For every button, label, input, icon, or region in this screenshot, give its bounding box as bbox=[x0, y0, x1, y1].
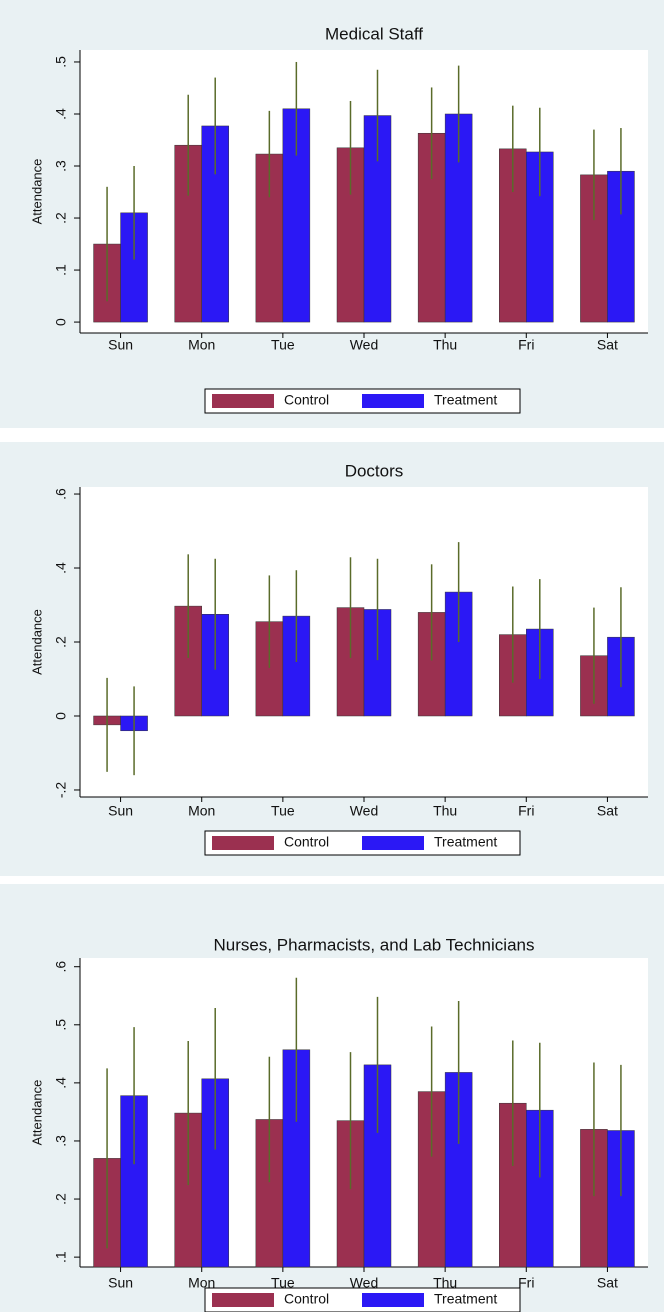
x-tick-label: Fri bbox=[518, 803, 534, 819]
legend-swatch bbox=[212, 394, 274, 408]
y-tick-label: .5 bbox=[53, 56, 69, 68]
y-tick-label: .4 bbox=[53, 1077, 69, 1089]
x-tick-label: Sun bbox=[108, 803, 133, 819]
legend-label: Treatment bbox=[434, 834, 497, 850]
chart-title: Doctors bbox=[345, 461, 404, 480]
x-tick-label: Mon bbox=[188, 337, 215, 353]
y-tick-label: .6 bbox=[53, 961, 69, 973]
x-tick-label: Sat bbox=[597, 1275, 618, 1291]
legend-swatch bbox=[212, 1293, 274, 1307]
x-tick-label: Fri bbox=[518, 337, 534, 353]
y-tick-label: .2 bbox=[53, 636, 69, 648]
legend-label: Treatment bbox=[434, 392, 497, 408]
y-tick-label: .2 bbox=[53, 1193, 69, 1205]
y-tick-label: 0 bbox=[53, 712, 69, 720]
y-tick-label: .1 bbox=[53, 1251, 69, 1263]
x-tick-label: Fri bbox=[518, 1275, 534, 1291]
x-tick-label: Sat bbox=[597, 803, 618, 819]
y-tick-label: .4 bbox=[53, 562, 69, 574]
x-tick-label: Sun bbox=[108, 337, 133, 353]
y-tick-label: .6 bbox=[53, 488, 69, 500]
x-tick-label: Wed bbox=[350, 337, 379, 353]
y-axis-title: Attendance bbox=[29, 1080, 44, 1146]
legend-swatch bbox=[212, 836, 274, 850]
x-tick-label: Sat bbox=[597, 337, 618, 353]
legend-swatch bbox=[362, 394, 424, 408]
legend-label: Control bbox=[284, 834, 329, 850]
y-tick-label: .5 bbox=[53, 1019, 69, 1031]
y-tick-label: -.2 bbox=[53, 782, 69, 799]
legend-swatch bbox=[362, 836, 424, 850]
x-tick-label: Tue bbox=[271, 337, 295, 353]
x-tick-label: Thu bbox=[433, 337, 457, 353]
x-tick-label: Wed bbox=[350, 803, 379, 819]
chart-title: Nurses, Pharmacists, and Lab Technicians bbox=[214, 935, 535, 954]
y-tick-label: .2 bbox=[53, 212, 69, 224]
y-tick-label: .3 bbox=[53, 1135, 69, 1147]
y-tick-label: 0 bbox=[53, 318, 69, 326]
legend-swatch bbox=[362, 1293, 424, 1307]
x-tick-label: Thu bbox=[433, 1275, 457, 1291]
x-tick-label: Sun bbox=[108, 1275, 133, 1291]
legend-label: Control bbox=[284, 392, 329, 408]
y-tick-label: .4 bbox=[53, 108, 69, 120]
y-axis-title: Attendance bbox=[29, 159, 44, 225]
x-tick-label: Wed bbox=[350, 1275, 379, 1291]
x-tick-label: Thu bbox=[433, 803, 457, 819]
legend-label: Treatment bbox=[434, 1291, 497, 1307]
legend-label: Control bbox=[284, 1291, 329, 1307]
x-tick-label: Mon bbox=[188, 803, 215, 819]
x-tick-label: Tue bbox=[271, 1275, 295, 1291]
chart-title: Medical Staff bbox=[325, 24, 423, 43]
y-tick-label: .1 bbox=[53, 264, 69, 276]
y-axis-title: Attendance bbox=[29, 609, 44, 675]
y-tick-label: .3 bbox=[53, 160, 69, 172]
x-tick-label: Mon bbox=[188, 1275, 215, 1291]
x-tick-label: Tue bbox=[271, 803, 295, 819]
